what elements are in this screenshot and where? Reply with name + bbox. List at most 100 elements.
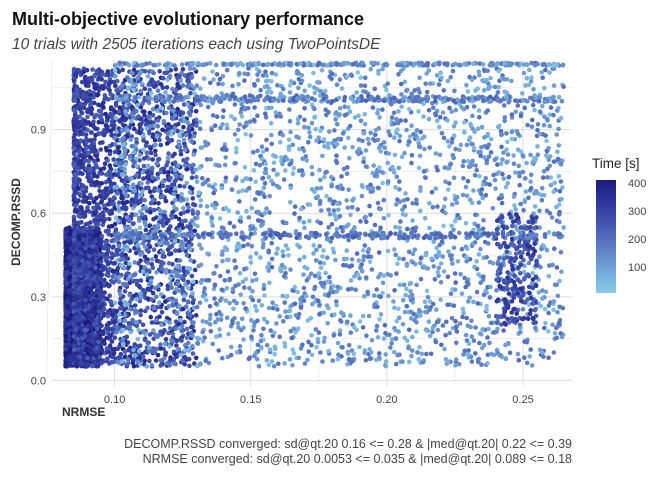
scatter-point — [149, 91, 154, 96]
scatter-point — [408, 280, 414, 286]
scatter-point — [348, 330, 354, 335]
scatter-point — [81, 69, 86, 75]
scatter-point — [113, 142, 118, 147]
scatter-point — [138, 199, 143, 205]
scatter-point — [312, 114, 318, 120]
scatter-point — [75, 336, 81, 342]
scatter-point — [158, 82, 164, 87]
scatter-point — [133, 250, 139, 256]
scatter-point — [427, 333, 433, 339]
scatter-point — [430, 329, 435, 335]
chart-title: Multi-objective evolutionary performance — [12, 9, 365, 29]
scatter-point — [129, 212, 135, 217]
scatter-point — [148, 146, 153, 151]
scatter-point — [72, 172, 77, 177]
scatter-point — [131, 279, 136, 284]
scatter-point — [346, 187, 351, 193]
scatter-point — [95, 93, 100, 98]
scatter-point — [486, 313, 492, 319]
scatter-point — [527, 354, 532, 359]
scatter-point — [431, 264, 437, 269]
scatter-point — [117, 149, 122, 155]
scatter-point — [75, 346, 81, 352]
scatter-point — [189, 175, 195, 180]
scatter-point — [111, 280, 116, 285]
scatter-point — [421, 114, 426, 119]
scatter-point — [79, 164, 85, 170]
scatter-point — [310, 171, 315, 177]
scatter-point — [105, 349, 111, 355]
scatter-point — [74, 362, 79, 368]
scatter-point — [74, 128, 80, 134]
scatter-point — [426, 319, 432, 324]
scatter-point — [187, 129, 192, 134]
scatter-point — [296, 85, 301, 91]
scatter-point — [87, 200, 92, 206]
scatter-point — [190, 196, 196, 201]
scatter-point — [88, 138, 94, 143]
scatter-point — [176, 121, 181, 127]
scatter-point — [488, 75, 493, 81]
scatter-point — [84, 166, 89, 172]
scatter-point — [91, 205, 96, 211]
scatter-point — [92, 252, 98, 258]
scatter-point — [488, 150, 494, 155]
scatter-point — [172, 151, 177, 157]
scatter-point — [93, 239, 98, 244]
scatter-point — [83, 289, 89, 295]
scatter-point — [186, 356, 192, 362]
scatter-point — [83, 74, 88, 80]
scatter-point — [192, 267, 198, 273]
scatter-point — [503, 342, 508, 348]
scatter-point — [98, 305, 103, 311]
scatter-point — [86, 120, 91, 125]
scatter-point — [88, 325, 93, 331]
scatter-point — [472, 173, 478, 178]
scatter-point — [156, 201, 161, 206]
scatter-point — [99, 233, 105, 239]
scatter-point — [129, 197, 135, 202]
scatter-point — [79, 110, 84, 115]
scatter-point — [88, 220, 93, 225]
scatter-point — [136, 114, 141, 119]
scatter-point — [63, 351, 69, 357]
scatter-point — [150, 175, 156, 181]
scatter-point — [477, 340, 482, 346]
scatter-point — [165, 247, 171, 253]
scatter-point — [179, 358, 185, 364]
scatter-point — [109, 339, 115, 344]
scatter-point — [67, 231, 72, 237]
scatter-point — [477, 173, 482, 179]
scatter-point — [66, 341, 71, 347]
scatter-point — [191, 297, 196, 303]
scatter-point — [101, 331, 106, 337]
scatter-point — [99, 199, 105, 204]
scatter-point — [81, 341, 87, 347]
scatter-point — [394, 271, 399, 276]
scatter-point — [301, 220, 307, 225]
scatter-point — [153, 148, 158, 154]
scatter-point — [71, 183, 77, 188]
scatter-point — [73, 259, 79, 265]
scatter-point — [535, 144, 540, 149]
scatter-point — [85, 114, 90, 120]
scatter-point — [98, 351, 104, 356]
scatter-point — [187, 225, 193, 230]
scatter-point — [102, 341, 107, 347]
scatter-point — [76, 301, 82, 307]
scatter-point — [74, 209, 80, 215]
scatter-point — [515, 103, 521, 108]
scatter-point — [168, 224, 173, 229]
scatter-point — [254, 308, 259, 313]
scatter-point — [160, 249, 165, 254]
scatter-point — [106, 283, 112, 289]
scatter-point — [183, 132, 189, 138]
scatter-point — [287, 357, 293, 362]
scatter-point — [237, 271, 243, 276]
scatter-point — [85, 279, 91, 285]
scatter-point — [76, 241, 82, 247]
scatter-point — [237, 122, 242, 127]
scatter-point — [458, 271, 463, 277]
scatter-point — [79, 295, 85, 301]
scatter-point — [103, 172, 109, 177]
